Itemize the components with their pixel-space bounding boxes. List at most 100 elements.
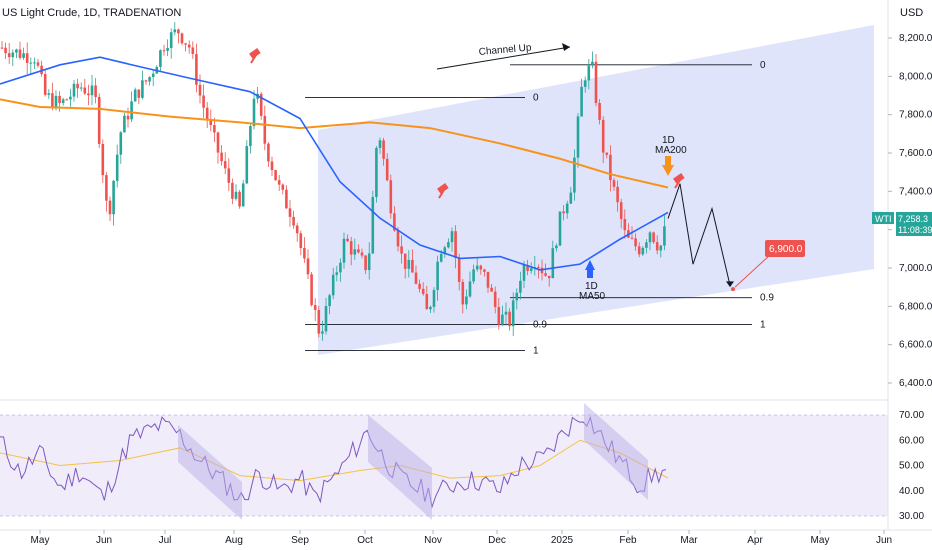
time-tick-label: Oct [357, 535, 373, 546]
candle-body [162, 50, 166, 52]
sell-marker-head [673, 173, 685, 184]
candle-body [663, 226, 666, 246]
candle-body [292, 216, 295, 226]
rsi-tick-label: 70.00 [899, 410, 924, 421]
candle-body [252, 98, 256, 127]
candle-body [465, 296, 468, 305]
candle-body [335, 272, 339, 275]
time-tick-label: 2025 [551, 535, 574, 546]
candle-body [173, 29, 177, 33]
last-price-label: 7,258.3 [898, 214, 928, 224]
candle-body [580, 86, 583, 117]
candle-body [562, 211, 565, 214]
candle-body [515, 292, 519, 301]
candle-body [432, 290, 436, 307]
candle-body [227, 168, 231, 183]
fibonacci-levels: 0 1 0 0.9 0.9 1 [305, 60, 774, 356]
candle-body [648, 232, 652, 243]
rsi-down-channel [178, 425, 242, 520]
candle-body [36, 62, 40, 66]
currency-label: USD [900, 7, 923, 19]
moving-averages [0, 56, 669, 271]
candle-body [137, 89, 141, 98]
candle-body [652, 232, 655, 243]
candle-body [609, 154, 612, 181]
candle-body [288, 208, 292, 217]
candle-body [245, 146, 249, 184]
channel-arrow-line [436, 46, 571, 70]
candle-body [141, 80, 144, 98]
candle-body [490, 287, 493, 292]
candle-body [231, 182, 234, 199]
candlestick-series [0, 22, 666, 341]
candle-body [112, 180, 115, 215]
time-tick-label: Dec [488, 535, 506, 546]
candle-body [184, 43, 187, 45]
candle-body [321, 331, 324, 334]
time-tick-label: Sep [291, 535, 309, 546]
candle-body [310, 274, 313, 306]
candle-body [105, 175, 108, 201]
fib-level-label: 0 [533, 92, 539, 103]
candle-body [360, 252, 364, 256]
candle-body [393, 213, 396, 231]
time-axis[interactable]: May Jun Jul Aug Sep Oct Nov Dec 2025 Feb Mar Apr May… [31, 530, 893, 546]
symbol-tag [872, 212, 894, 224]
candle-body [421, 288, 425, 295]
candle-body [483, 269, 486, 272]
candle-body [209, 119, 213, 126]
candle-body [277, 180, 281, 185]
candle-body [241, 183, 245, 207]
time-tick-label: May [31, 535, 50, 546]
candle-body [213, 125, 216, 133]
candle-body [486, 271, 490, 288]
candle-body [159, 50, 162, 67]
ma200-down-arrow [662, 165, 674, 176]
candle-body [58, 95, 61, 104]
projection-path [667, 183, 771, 292]
channel-polygon [318, 25, 874, 355]
candle-body [180, 33, 184, 44]
candle-body [238, 191, 241, 207]
price-axis[interactable]: 8,200.08,000.07,800.07,600.07,400.07,200… [888, 33, 932, 522]
candle-body [25, 53, 29, 63]
candle-body [324, 306, 328, 332]
sell-marker-handle [674, 179, 681, 189]
sell-marker-handle [250, 54, 257, 64]
candle-body [526, 264, 529, 271]
candle-body [274, 170, 277, 181]
candle-body [659, 245, 663, 251]
time-tick-label: Apr [747, 535, 763, 546]
sell-marker-head [437, 183, 449, 194]
projection-zigzag [667, 183, 731, 286]
candle-body [205, 107, 209, 120]
candle-body [220, 152, 223, 162]
candle-body [191, 47, 195, 54]
candle-body [637, 246, 641, 255]
rsi-panel [0, 403, 888, 520]
candle-body [195, 53, 198, 85]
candle-body [569, 192, 573, 204]
candle-body [216, 132, 220, 153]
candle-body [69, 96, 72, 100]
candle-body [400, 246, 403, 254]
candle-body [166, 48, 169, 51]
candle-body [555, 245, 558, 249]
candle-body [328, 295, 331, 307]
candle-body [454, 231, 457, 258]
candle-body [385, 158, 389, 181]
candle-body [429, 306, 432, 310]
candle-body [90, 85, 94, 96]
candle-body [612, 180, 616, 187]
candle-body [371, 197, 375, 254]
candle-body [270, 161, 274, 171]
candle-body [29, 62, 33, 64]
candle-body [65, 99, 69, 101]
candle-body [583, 80, 587, 87]
target-price-label: 6,900.0 [769, 244, 803, 255]
price-tick-label: 8,000.0 [899, 71, 932, 82]
candle-body [177, 29, 180, 34]
candle-body [641, 247, 645, 255]
candle-body [108, 200, 112, 215]
candle-body [259, 93, 263, 116]
